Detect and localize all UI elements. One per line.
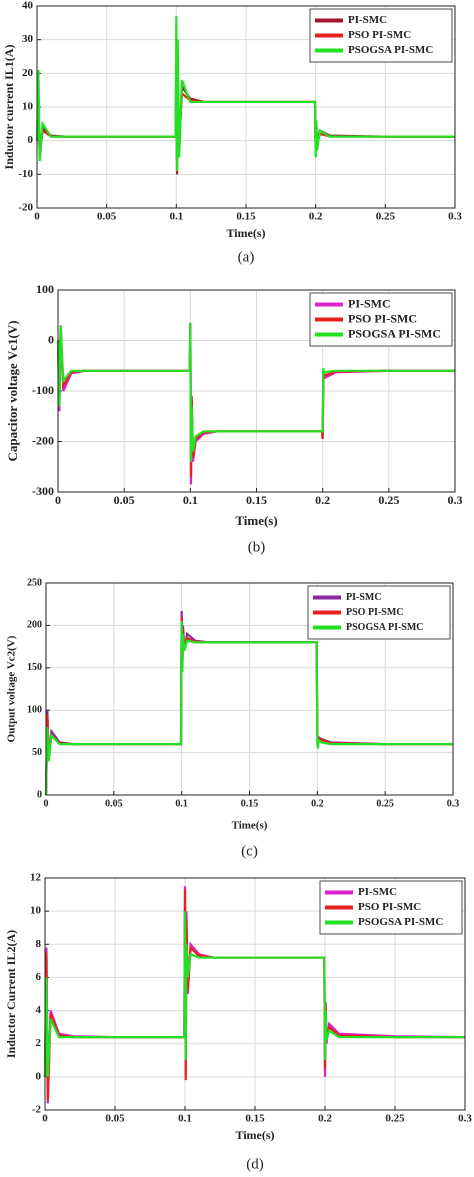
y-tick-label: -2 (32, 1104, 42, 1116)
legend-label: PI-SMC (348, 14, 387, 26)
y-tick-label: 10 (22, 101, 34, 113)
x-tick-label: 0.05 (105, 798, 123, 809)
x-tick-label: 0.3 (448, 211, 462, 223)
y-tick-label: -300 (32, 484, 54, 498)
plot-frame (45, 582, 454, 796)
x-tick-label: 0.1 (169, 211, 183, 223)
legend-label: PI-SMC (346, 592, 382, 603)
y-tick-label: 2 (36, 1037, 42, 1049)
y-tick-label: 150 (27, 662, 42, 673)
legend-label: PSO PI-SMC (346, 607, 404, 618)
x-tick-label: 0.1 (175, 798, 188, 809)
data-line (56, 322, 455, 462)
x-tick-label: 0.25 (385, 1113, 405, 1125)
x-tick-label: 0.15 (246, 493, 267, 507)
y-tick-label: 0 (48, 332, 54, 346)
x-tick-label: 0.2 (309, 211, 323, 223)
x-axis-label: Time(s) (235, 1128, 274, 1142)
y-tick-label: 12 (30, 872, 42, 884)
x-tick-label: 0.15 (236, 211, 256, 223)
y-tick-label: -20 (18, 202, 33, 214)
y-axis-label: Inductor current IL1(A) (2, 45, 16, 170)
x-tick-label: 0.2 (311, 798, 324, 809)
x-tick-label: 0.15 (241, 798, 259, 809)
caption: (c) (241, 843, 258, 859)
y-tick-label: 100 (27, 704, 42, 715)
x-tick-label: 0.25 (378, 493, 399, 507)
x-tick-label: 0.05 (114, 493, 135, 507)
y-tick-label: 0 (28, 134, 34, 146)
y-tick-label: 30 (22, 33, 34, 45)
legend-label: PSOGSA PI-SMC (348, 326, 441, 340)
x-tick-label: 0.2 (315, 493, 330, 507)
x-axis-label: Time(s) (232, 820, 268, 832)
y-tick-label: -10 (18, 168, 33, 180)
plot-frame (36, 5, 456, 209)
y-axis-label: Inductor Current IL2(A) (4, 930, 18, 1058)
caption: (a) (238, 249, 255, 265)
legend-label: PSOGSA PI-SMC (348, 44, 433, 56)
x-tick-label: 0.1 (183, 493, 198, 507)
y-tick-label: 10 (30, 905, 42, 917)
y-tick-label: 250 (27, 577, 42, 588)
x-tick-label: 0.1 (178, 1113, 192, 1125)
x-tick-label: 0.05 (97, 211, 117, 223)
data-line (44, 621, 453, 796)
caption: (b) (248, 539, 266, 555)
legend-label: PI-SMC (348, 296, 391, 310)
data-line (43, 911, 465, 1077)
y-tick-label: 0 (36, 1070, 42, 1082)
legend-label: PSO PI-SMC (348, 29, 411, 41)
y-tick-label: -100 (32, 383, 54, 397)
y-tick-label: 50 (32, 747, 42, 758)
legend-label: PSO PI-SMC (348, 311, 417, 325)
x-tick-label: 0.3 (447, 798, 460, 809)
y-tick-label: 4 (36, 1004, 42, 1016)
y-tick-label: -200 (32, 433, 54, 447)
y-tick-label: 100 (36, 282, 54, 296)
data-line (35, 16, 455, 171)
legend-label: PSOGSA PI-SMC (346, 622, 424, 633)
x-tick-label: 0.25 (376, 798, 394, 809)
x-tick-label: 0.2 (318, 1113, 332, 1125)
x-axis-label: Time(s) (235, 513, 277, 528)
x-tick-label: 0.05 (105, 1113, 125, 1125)
x-axis-label: Time(s) (226, 226, 265, 240)
x-tick-label: 0 (55, 493, 61, 507)
x-tick-label: 0 (34, 211, 40, 223)
y-tick-label: 20 (22, 67, 34, 79)
legend-label: PSOGSA PI-SMC (358, 916, 443, 928)
x-tick-label: 0.15 (245, 1113, 265, 1125)
caption: (d) (246, 1156, 264, 1172)
legend-label: PI-SMC (358, 886, 397, 898)
y-axis-label: Output voltage Vc2(V) (6, 635, 18, 742)
x-tick-label: 0 (44, 798, 49, 809)
plot-frame (57, 289, 456, 493)
x-tick-label: 0.3 (458, 1113, 472, 1125)
plot-frame (44, 877, 466, 1111)
y-axis-label: Capacitor voltage Vc1(V) (5, 320, 20, 461)
y-tick-label: 6 (36, 971, 42, 983)
x-tick-label: 0.25 (376, 211, 396, 223)
y-tick-label: 8 (36, 938, 42, 950)
x-tick-label: 0.3 (448, 493, 463, 507)
y-tick-label: 200 (27, 620, 42, 631)
legend-label: PSO PI-SMC (358, 901, 421, 913)
y-tick-label: 0 (37, 789, 42, 800)
legend-box (309, 8, 453, 63)
y-tick-label: 40 (22, 0, 34, 12)
x-tick-label: 0 (42, 1113, 48, 1125)
